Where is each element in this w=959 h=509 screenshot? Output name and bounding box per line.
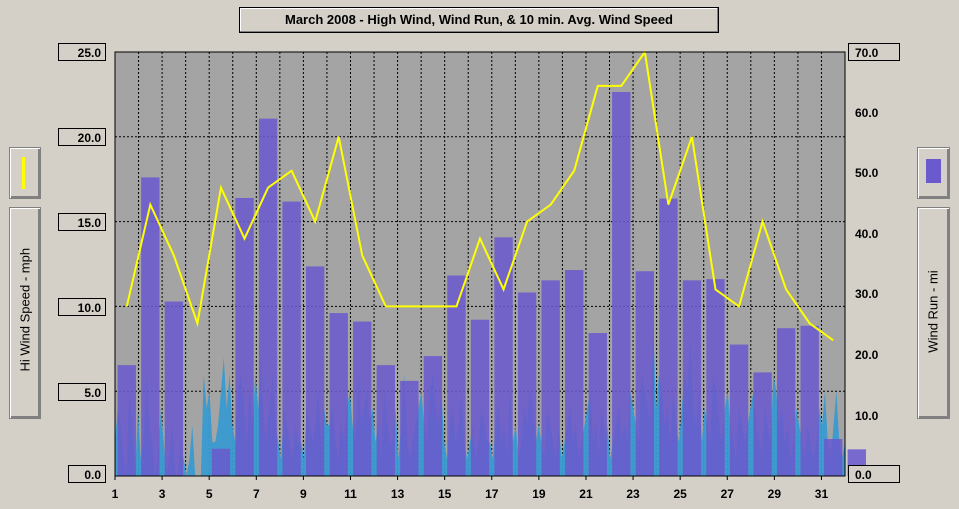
wind-run-bar	[776, 328, 796, 476]
x-tick-label: 17	[485, 487, 499, 501]
x-tick-label: 31	[815, 487, 829, 501]
hi-wind-series	[114, 49, 846, 477]
wind-run-bar	[117, 365, 136, 476]
left-tick-20: 20.0	[58, 128, 106, 146]
x-tick-label: 19	[532, 487, 546, 501]
wind-run-bar	[588, 333, 607, 476]
x-tick-label: 13	[391, 487, 405, 501]
right-tick-60: 60.0	[855, 106, 879, 120]
right-tick-20: 20.0	[855, 348, 879, 362]
x-tick-label: 9	[300, 487, 307, 501]
wind-run-bar	[612, 91, 631, 476]
wind-run-bar	[282, 201, 301, 476]
left-tick-0: 0.0	[68, 465, 106, 483]
left-tick-15: 15.0	[58, 213, 106, 231]
x-tick-label: 3	[159, 487, 166, 501]
wind-run-bar	[470, 319, 490, 476]
wind-run-bar	[235, 197, 254, 476]
wind-run-bar	[541, 280, 560, 476]
left-axis-label: Hi Wind Speed - mph	[17, 247, 33, 372]
wind-run-bar	[353, 321, 372, 476]
chart-title: March 2008 - High Wind, Wind Run, & 10 m…	[239, 7, 719, 33]
wind-run-bar	[706, 279, 725, 476]
right-tick-50: 50.0	[855, 166, 879, 180]
wind-run-bar	[824, 439, 843, 476]
wind-run-bar	[141, 177, 160, 476]
left-axis-label-panel: Hi Wind Speed - mph	[9, 207, 41, 419]
left-tick-10: 10.0	[58, 298, 106, 316]
right-tick-10: 10.0	[855, 409, 879, 423]
x-tick-label: 5	[206, 487, 213, 501]
wind-run-bar	[565, 270, 584, 476]
wind-run-bar	[305, 266, 325, 476]
wind-run-bar	[659, 198, 678, 476]
left-tick-25: 25.0	[58, 43, 106, 61]
wind-run-bar	[800, 325, 819, 476]
wind-run-bar	[494, 237, 513, 476]
hi-wind-legend-line	[22, 157, 25, 189]
right-tick-0: 0.0	[848, 465, 900, 483]
x-tick-label: 29	[768, 487, 782, 501]
hi-wind-legend	[9, 147, 41, 199]
right-tick-70: 70.0	[848, 43, 900, 61]
wind-run-bar	[682, 280, 702, 476]
wind-run-bar	[376, 365, 395, 476]
x-tick-label: 7	[253, 487, 260, 501]
x-tick-label: 27	[721, 487, 735, 501]
right-tick-40: 40.0	[855, 227, 879, 241]
x-tick-label: 25	[673, 487, 687, 501]
wind-run-bar	[729, 344, 749, 476]
wind-run-bar	[753, 372, 772, 476]
wind-run-bar	[164, 301, 184, 476]
wind-run-legend-swatch	[926, 159, 941, 183]
wind-run-bar	[329, 313, 348, 476]
x-tick-label: 11	[344, 487, 357, 501]
wind-run-bar	[517, 292, 537, 476]
right-tick-30: 30.0	[855, 287, 879, 301]
wind-run-bars	[117, 91, 866, 476]
x-tick-label: 15	[438, 487, 452, 501]
plot-border	[114, 51, 846, 477]
wind-run-bar	[447, 275, 466, 476]
wind-run-legend	[917, 147, 950, 199]
right-axis-label-panel: Wind Run - mi	[917, 207, 950, 419]
hi-wind-line	[125, 49, 834, 342]
x-tick-label: 23	[626, 487, 640, 501]
x-tick-label: 1	[112, 487, 119, 501]
wind-run-bar	[423, 356, 443, 476]
x-tick-label: 21	[579, 487, 593, 501]
left-tick-5: 5.0	[58, 383, 106, 401]
x-axis-ticks: 1 3 5 7 9 11 13 15 17 19 21 23 25 27 29 31	[112, 476, 829, 501]
wind-run-bar	[635, 271, 655, 476]
wind-run-bar	[258, 118, 278, 476]
wind-run-bar	[211, 448, 231, 476]
wind-run-bar	[400, 380, 419, 476]
right-axis-label: Wind Run - mi	[925, 270, 941, 353]
